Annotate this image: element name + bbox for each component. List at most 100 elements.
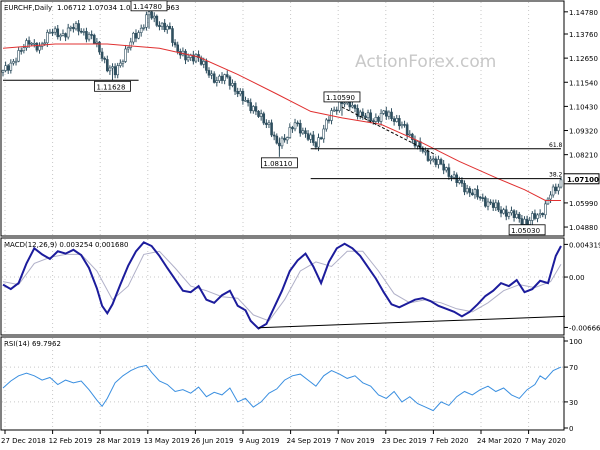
candle — [72, 23, 75, 33]
candle — [116, 62, 120, 79]
candle-body — [408, 133, 412, 136]
price-y-tick-label: 1.04880 — [569, 224, 598, 232]
candle — [79, 28, 83, 34]
candle-body — [392, 118, 396, 122]
candle-body — [351, 105, 354, 108]
price-y-tick-label: 1.08210 — [569, 152, 598, 160]
candle — [335, 106, 339, 115]
candle-body — [390, 111, 393, 119]
candle-body — [476, 189, 479, 198]
price-y-tick-label: 1.12650 — [569, 55, 598, 63]
candle — [61, 29, 65, 37]
candle-body — [184, 50, 187, 61]
candle-body — [465, 188, 469, 193]
candle-body — [223, 74, 226, 81]
candle — [257, 110, 260, 118]
candle — [377, 115, 380, 124]
candle — [400, 121, 404, 129]
candle — [533, 209, 537, 221]
macd-y-tick-label: 0.00 — [569, 274, 585, 282]
candle-body — [557, 186, 560, 192]
candle — [384, 106, 388, 120]
candle-body — [158, 25, 161, 27]
candle-body — [450, 176, 453, 178]
candle-body — [293, 122, 297, 130]
candle — [465, 184, 469, 195]
candle-body — [291, 127, 294, 130]
candle — [361, 108, 365, 120]
candle-body — [309, 134, 312, 140]
candle — [40, 41, 44, 50]
candle-body — [403, 124, 406, 126]
candle — [293, 118, 297, 132]
candle — [458, 176, 461, 185]
candle — [549, 191, 552, 204]
candle — [231, 79, 234, 88]
candle — [510, 206, 513, 216]
candle-body — [387, 111, 391, 117]
price-annotation: 1.08110 — [260, 157, 298, 169]
candle — [285, 136, 289, 144]
candle-body — [439, 159, 443, 165]
candle — [82, 28, 86, 36]
candle-body — [262, 113, 266, 124]
x-tick-label: 24 Sep 2019 — [287, 437, 331, 445]
candle — [278, 139, 281, 150]
candle-body — [517, 213, 521, 219]
candle-body — [150, 11, 153, 19]
candle-body — [424, 150, 427, 153]
candle — [557, 183, 560, 195]
candle-body — [285, 137, 289, 141]
candle-body — [371, 120, 375, 123]
candle-body — [544, 203, 547, 216]
candle — [90, 30, 93, 40]
candle-body — [69, 26, 73, 29]
candle-body — [6, 65, 10, 71]
candle-body — [484, 197, 487, 207]
candle-body — [283, 137, 286, 141]
candle-body — [22, 47, 26, 51]
candle-body — [416, 141, 419, 147]
candle — [181, 47, 185, 57]
candle-body — [186, 57, 190, 61]
candle-body — [66, 27, 70, 38]
candle — [551, 184, 555, 198]
candle-body — [504, 209, 508, 217]
candle — [515, 210, 518, 219]
price-y-tick-label: 1.05990 — [569, 200, 598, 208]
candle — [502, 207, 505, 215]
candle-body — [79, 30, 83, 33]
candle — [390, 108, 393, 122]
annotation-box — [94, 80, 131, 92]
candle — [105, 55, 109, 73]
annotation-box — [130, 0, 168, 12]
candle — [103, 56, 106, 64]
candle-body — [103, 58, 106, 60]
candle-body — [207, 70, 211, 76]
candle — [471, 188, 474, 196]
candle-body — [528, 220, 532, 225]
candle-body — [554, 186, 558, 192]
candle-body — [502, 209, 505, 214]
candle-body — [278, 142, 281, 147]
candle — [165, 24, 169, 34]
candle — [554, 183, 558, 194]
candle — [351, 101, 354, 109]
candle-body — [400, 124, 404, 127]
candle-body — [272, 134, 276, 137]
rsi-y-tick-label: 30 — [569, 399, 578, 407]
price-panel: ActionForex.com EURCHF,Daily 1.06712 1.0… — [0, 0, 600, 237]
price-panel-frame — [0, 0, 565, 237]
annotation-label: 1.08110 — [263, 160, 292, 168]
candle — [356, 104, 359, 120]
candle-body — [361, 111, 365, 117]
watermark: ActionForex.com — [355, 52, 496, 72]
candle — [244, 96, 247, 102]
candle — [392, 116, 396, 126]
candle-body — [105, 59, 109, 72]
x-axis: 27 Dec 2018 12 Feb 2019 28 Mar 2019 13 May … — [1, 430, 566, 445]
candle-body — [142, 27, 146, 29]
candle — [1, 69, 5, 77]
candle — [238, 88, 242, 97]
macd-y-tick-label: -0.006663 — [569, 324, 600, 332]
